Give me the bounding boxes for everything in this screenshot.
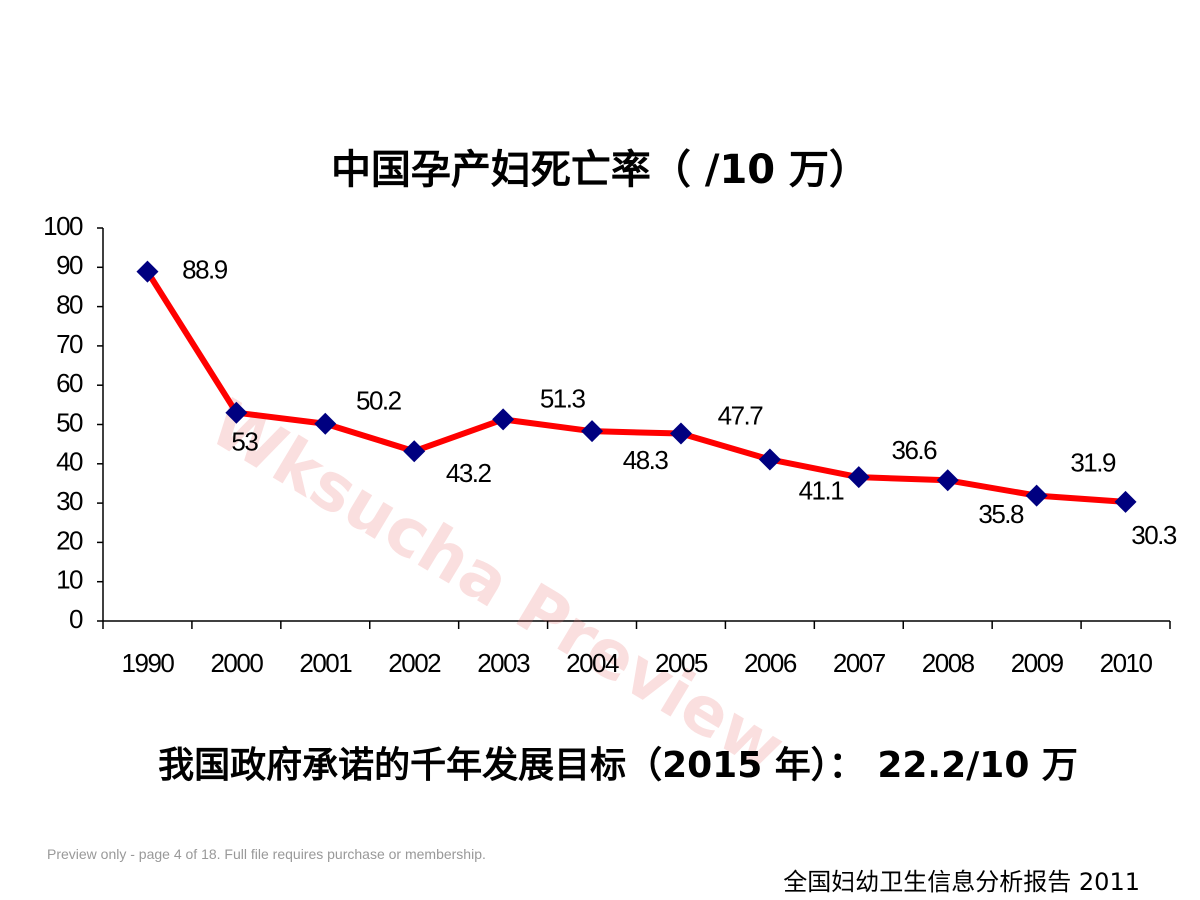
data-label: 31.9	[1070, 448, 1116, 478]
data-label: 43.2	[446, 458, 492, 488]
preview-note: Preview only - page 4 of 18. Full file r…	[47, 846, 486, 862]
marker	[669, 422, 692, 445]
marker	[936, 469, 959, 492]
data-label: 48.3	[623, 445, 669, 475]
x-tick-label: 2007	[833, 648, 886, 678]
marker	[758, 448, 781, 471]
x-tick-label: 2001	[299, 648, 352, 678]
marker	[314, 412, 337, 435]
x-tick-label: 2003	[477, 648, 530, 678]
x-tick-label: 1990	[122, 648, 175, 678]
marker	[1114, 490, 1137, 513]
y-tick-label: 50	[56, 407, 83, 437]
data-label: 47.7	[718, 400, 764, 430]
y-tick-label: 0	[69, 604, 83, 634]
y-tick-label: 100	[43, 211, 83, 241]
data-label: 36.6	[891, 435, 937, 465]
y-tick-label: 60	[56, 368, 83, 398]
data-label: 41.1	[799, 475, 845, 505]
y-tick-label: 10	[56, 565, 83, 595]
x-tick-label: 2006	[744, 648, 797, 678]
data-label: 51.3	[540, 383, 586, 413]
marker	[136, 260, 159, 283]
watermark: Wksucha Preview	[197, 385, 797, 788]
x-tick-label: 2010	[1100, 648, 1153, 678]
y-tick-label: 90	[56, 250, 83, 280]
data-label: 50.2	[356, 386, 402, 416]
marker	[581, 420, 604, 443]
chart-title: 中国孕产妇死亡率（ /10 万）	[331, 147, 869, 193]
y-tick-label: 20	[56, 525, 83, 555]
x-tick-label: 2005	[655, 648, 708, 678]
data-label: 30.3	[1131, 520, 1177, 550]
data-line	[144, 270, 1126, 505]
x-tick-label: 2002	[388, 648, 441, 678]
data-label: 35.8	[978, 499, 1024, 529]
marker	[847, 466, 870, 489]
x-tick-label: 2004	[566, 648, 619, 678]
marker	[1025, 484, 1048, 507]
y-tick-label: 30	[56, 486, 83, 516]
y-tick-label: 40	[56, 447, 83, 477]
x-tick-label: 2000	[210, 648, 263, 678]
marker	[225, 401, 248, 424]
x-tick-label: 2008	[922, 648, 975, 678]
y-tick-label: 80	[56, 289, 83, 319]
marker	[403, 440, 426, 463]
subtitle: 我国政府承诺的千年发展目标（2015 年）： 22.2/10 万	[158, 745, 1078, 786]
data-label: 88.9	[182, 254, 228, 284]
y-tick-label: 70	[56, 329, 83, 359]
data-label: 53	[231, 427, 258, 457]
x-tick-label: 2009	[1011, 648, 1064, 678]
marker	[492, 408, 515, 431]
footer: 全国妇幼卫生信息分析报告 2011	[783, 868, 1140, 896]
